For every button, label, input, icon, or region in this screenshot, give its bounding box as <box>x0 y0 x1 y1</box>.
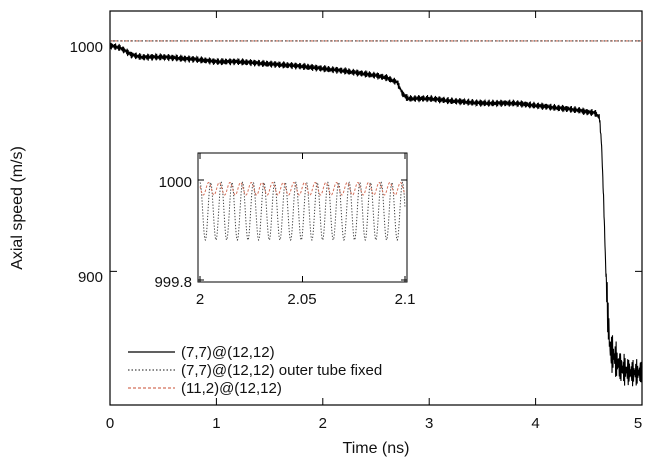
inset-y-tick-label-1000: 1000 <box>159 174 192 191</box>
inset-series-line-1 <box>199 181 406 242</box>
legend: (7,7)@(12,12) (7,7)@(12,12) outer tube f… <box>128 344 382 397</box>
x-tick-label-3: 3 <box>425 415 433 432</box>
y-tick-label-1000: 1000 <box>70 39 103 56</box>
main-series-group <box>109 40 643 387</box>
legend-label-series-1: (7,7)@(12,12) <box>181 344 275 361</box>
x-tick-labels: 0 1 2 3 4 5 <box>106 415 642 432</box>
inset-frame <box>197 152 408 283</box>
y-tick-label-900: 900 <box>78 269 103 286</box>
legend-label-series-2: (7,7)@(12,12) outer tube fixed <box>181 362 382 379</box>
inset-axis-ticks <box>198 153 407 282</box>
x-tick-label-2: 2 <box>319 415 327 432</box>
legend-label-series-3: (11,2)@(12,12) <box>181 380 282 397</box>
y-axis-title: Axial speed (m/s) <box>9 146 26 270</box>
inset-x-tick-label-2.1: 2.1 <box>395 291 416 308</box>
inset-x-tick-label-2: 2 <box>196 291 204 308</box>
inset-series-group <box>199 181 406 242</box>
plot-frame <box>109 10 643 406</box>
x-axis-title: Time (ns) <box>343 440 410 457</box>
inset-series-line-2 <box>199 181 406 196</box>
inset-x-tick-label-2.05: 2.05 <box>287 291 316 308</box>
x-tick-label-1: 1 <box>212 415 220 432</box>
x-tick-label-5: 5 <box>634 415 642 432</box>
x-tick-label-0: 0 <box>106 415 114 432</box>
inset-y-tick-label-999.8: 999.8 <box>154 274 192 291</box>
x-tick-label-4: 4 <box>531 415 539 432</box>
inset-chart: 2 2.05 2.1 999.8 1000 <box>154 152 416 308</box>
series-line-1 <box>109 42 643 387</box>
y-tick-labels: 900 1000 <box>70 39 103 286</box>
